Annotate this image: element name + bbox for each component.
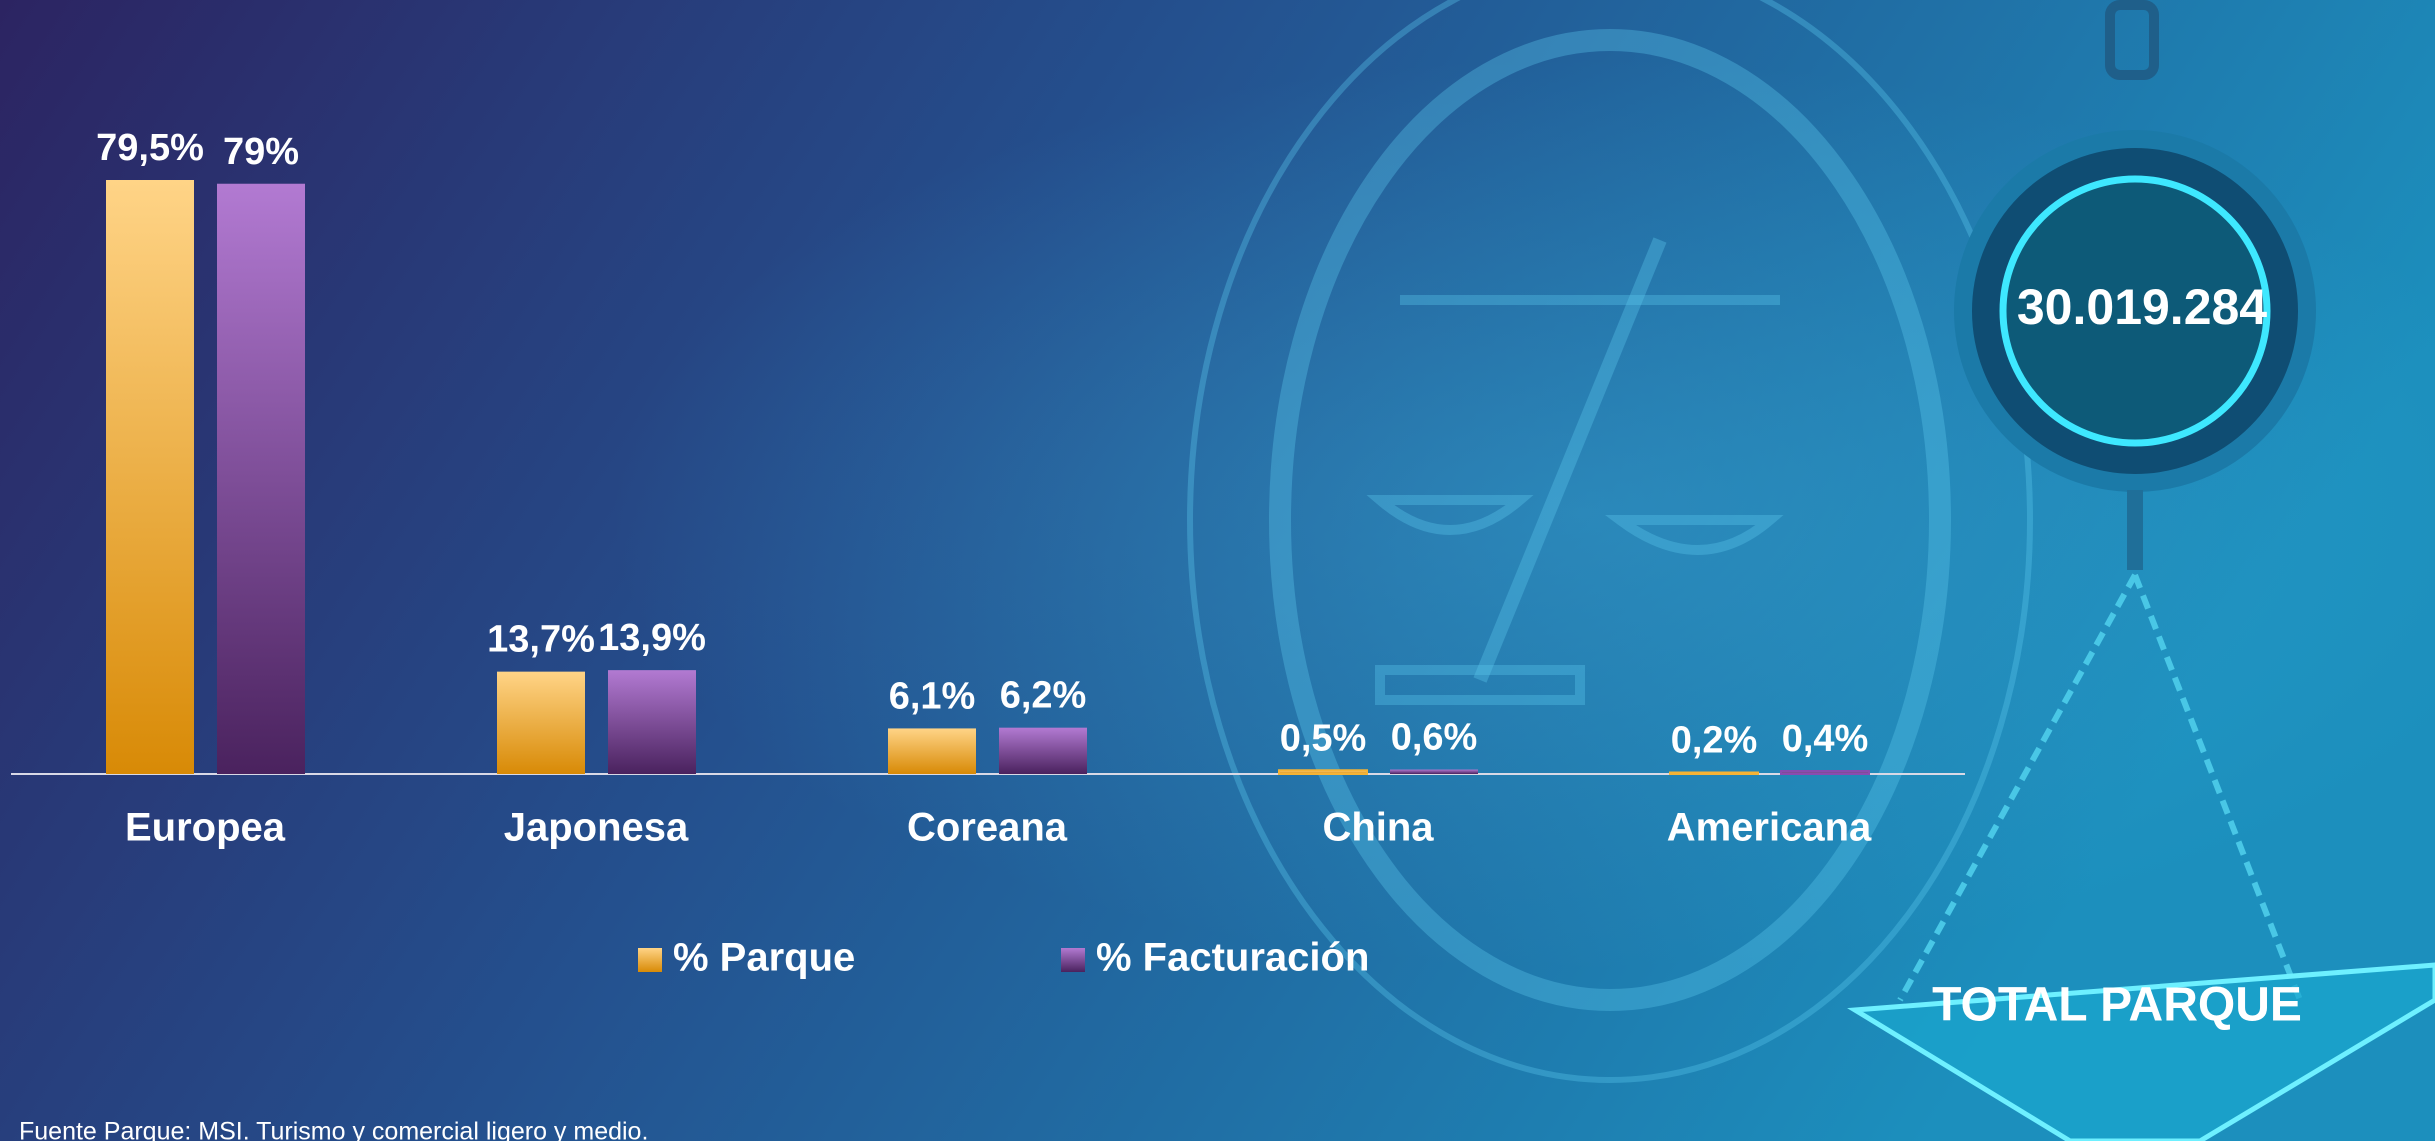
bar — [106, 180, 194, 774]
legend-swatch — [1061, 948, 1085, 972]
data-label: 0,6% — [1391, 717, 1478, 759]
source-note: Fuente Parque: MSI. Turismo y comercial … — [19, 1118, 648, 1141]
legend-swatch — [638, 948, 662, 972]
x-tick-label: Coreana — [907, 806, 1068, 850]
data-label: 0,2% — [1671, 720, 1758, 762]
data-label: 13,9% — [598, 617, 706, 659]
total-title: TOTAL PARQUE — [1932, 979, 2302, 1032]
data-label: 0,4% — [1782, 718, 1869, 760]
x-tick-label: Americana — [1667, 806, 1872, 850]
data-label: 6,2% — [1000, 675, 1087, 717]
data-label: 0,5% — [1280, 717, 1367, 759]
data-label: 79,5% — [96, 127, 204, 169]
legend-label: % Facturación — [1096, 936, 1369, 980]
x-tick-label: China — [1322, 806, 1434, 850]
bar — [1279, 770, 1367, 774]
bar — [1390, 770, 1478, 774]
x-tick-label: Europea — [125, 806, 286, 850]
bar — [1781, 771, 1869, 774]
data-label: 79% — [223, 131, 299, 173]
bar — [999, 728, 1087, 774]
bar — [1670, 773, 1758, 774]
bar — [888, 728, 976, 774]
bar — [608, 670, 696, 774]
bar — [497, 672, 585, 774]
data-label: 13,7% — [487, 619, 595, 661]
bar — [217, 184, 305, 774]
chart: 30.019.284 TOTAL PARQUE Fuente Parque: M… — [0, 0, 2435, 1141]
data-label: 6,1% — [889, 675, 976, 717]
x-tick-label: Japonesa — [504, 806, 689, 850]
legend-label: % Parque — [673, 936, 855, 980]
total-value: 30.019.284 — [2017, 279, 2267, 335]
